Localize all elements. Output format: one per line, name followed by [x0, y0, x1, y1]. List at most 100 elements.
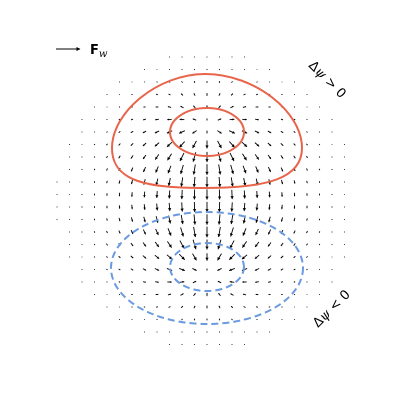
vector-arrow — [254, 154, 260, 160]
vector-arrow — [293, 268, 296, 271]
vector-arrow — [217, 201, 222, 213]
vector-arrow — [267, 130, 272, 134]
vector-arrow — [293, 243, 296, 246]
vector-arrow — [218, 164, 222, 175]
vector-arrow — [228, 253, 236, 261]
vector-arrow — [242, 106, 247, 108]
vector-arrow — [154, 241, 160, 248]
vector-arrow — [344, 156, 345, 158]
vector-arrow — [131, 319, 133, 320]
vector-arrow — [267, 142, 272, 147]
vector-arrow — [256, 81, 258, 83]
vector-arrow — [206, 93, 208, 96]
vector-arrow — [130, 242, 134, 247]
vector-arrow — [231, 344, 233, 345]
vector-arrow — [193, 305, 196, 309]
vector-arrow — [106, 218, 108, 221]
vector-arrow — [205, 214, 209, 225]
vector-arrow — [166, 141, 173, 148]
vector-arrow — [131, 293, 133, 296]
vector-arrow — [306, 193, 308, 196]
vector-arrow — [93, 206, 96, 208]
vector-arrow — [193, 81, 196, 83]
vector-arrow — [230, 105, 234, 109]
vector-arrow — [168, 331, 171, 333]
vector-arrow — [280, 155, 284, 159]
vector-arrow — [217, 118, 222, 121]
vector-arrow — [217, 189, 222, 200]
vector-arrow — [281, 319, 283, 320]
vector-arrow — [267, 229, 272, 235]
vector-arrow — [206, 292, 208, 297]
vector-arrow — [281, 192, 284, 197]
vector-arrow — [280, 118, 284, 121]
vector-arrow — [244, 344, 245, 345]
vector-arrow — [93, 218, 96, 221]
vector-arrow — [179, 164, 184, 175]
vector-arrow — [169, 56, 170, 58]
vector-arrow — [267, 118, 272, 121]
vector-arrow — [268, 106, 271, 108]
vector-arrow — [106, 243, 108, 246]
vector-arrow — [218, 81, 221, 83]
vector-arrow — [119, 81, 120, 83]
vector-arrow — [192, 118, 197, 121]
vector-arrow — [179, 240, 185, 249]
vector-arrow — [193, 105, 196, 109]
vector-arrow — [218, 292, 221, 297]
vector-arrow — [130, 255, 134, 259]
vector-arrow — [142, 130, 147, 134]
vector-arrow — [156, 306, 158, 308]
vector-arrow — [269, 331, 270, 333]
vector-arrow — [93, 156, 96, 158]
vector-arrow — [131, 204, 134, 210]
vector-arrow — [331, 119, 333, 120]
vector-arrow — [142, 229, 147, 235]
vector-arrow — [318, 156, 321, 158]
vector-arrow — [155, 118, 159, 121]
vector-arrow — [228, 130, 236, 134]
vector-arrow — [154, 254, 160, 260]
vector-arrow — [205, 226, 209, 238]
vector-arrow — [192, 268, 197, 271]
vector-arrow — [118, 217, 121, 222]
vector-arrow — [56, 219, 58, 220]
vector-arrow — [229, 152, 235, 162]
vector-arrow — [344, 231, 345, 233]
vector-arrow — [118, 131, 121, 133]
vector-arrow — [256, 318, 258, 321]
vector-arrow — [344, 181, 345, 183]
vector-arrow — [280, 142, 284, 147]
vector-arrow — [318, 143, 321, 146]
vector-arrow — [281, 179, 284, 185]
vector-arrow — [181, 56, 183, 58]
vector-arrow — [294, 319, 295, 320]
vector-arrow — [331, 281, 333, 283]
vector-arrow — [193, 214, 197, 225]
vector-arrow — [254, 268, 260, 271]
vector-arrow — [267, 242, 272, 247]
vector-arrow — [280, 268, 284, 271]
vector-arrow — [293, 180, 296, 184]
vector-arrow — [143, 294, 146, 295]
vector-arrow — [243, 177, 247, 187]
vector-arrow — [106, 131, 108, 133]
vector-arrow — [280, 204, 283, 210]
vector-arrow — [118, 155, 121, 159]
vector-arrow — [267, 255, 272, 259]
vector-arrow — [178, 130, 186, 134]
vector-arrow — [130, 268, 134, 271]
vector-arrow — [218, 318, 221, 321]
vector-arrow — [205, 176, 209, 188]
vector-arrow — [243, 68, 246, 71]
vector-arrow — [281, 293, 283, 296]
vector-arrow — [243, 331, 246, 333]
vector-arrow — [218, 176, 222, 188]
vector-arrow — [167, 202, 172, 212]
vector-arrow — [167, 165, 172, 174]
vector-arrow — [168, 68, 171, 71]
vector-arrow — [167, 153, 172, 161]
vector-arrow — [178, 253, 186, 261]
vector-arrow — [118, 230, 121, 234]
vector-arrow — [318, 231, 321, 233]
